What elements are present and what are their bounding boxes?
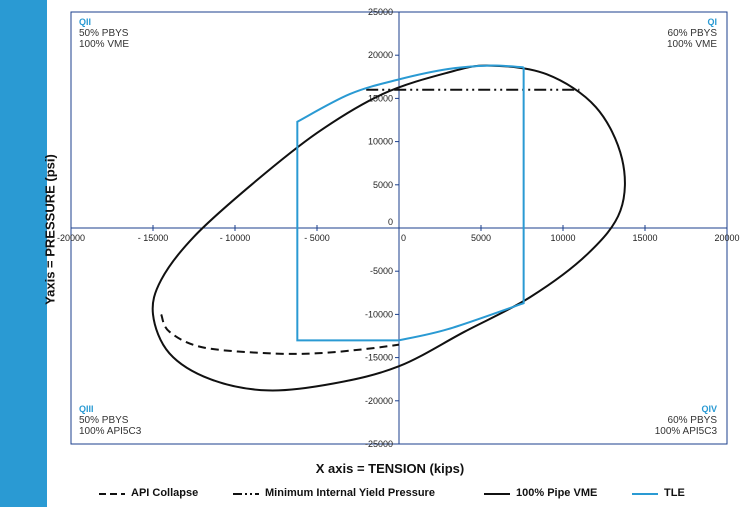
y-tick-label: -25000: [365, 439, 393, 449]
quadrant-1-label: QI 60% PBYS 100% VME: [667, 17, 717, 50]
y-tick-label: -15000: [365, 353, 393, 363]
x-axis-label: X axis = TENSION (kips): [315, 461, 465, 476]
side-accent-bar: [0, 0, 47, 507]
quadrant-3-title: QIII: [79, 404, 94, 414]
y-tick-label: 5000: [373, 180, 393, 190]
quadrant-2-label: QII 50% PBYS 100% VME: [79, 17, 129, 50]
quadrant-3-line2: 100% API5C3: [79, 426, 142, 437]
y-tick-label: -5000: [370, 266, 393, 276]
legend-tle-label: TLE: [664, 487, 685, 499]
x-tick-label: 5000: [471, 233, 491, 243]
series-tle: [296, 64, 525, 342]
legend-pipe-vme: 100% Pipe VME: [484, 485, 597, 501]
x-tick-label: - 5000: [304, 233, 330, 243]
legend-min-internal-yield-label: Minimum Internal Yield Pressure: [265, 487, 435, 499]
legend-dashdot-swatch: [233, 493, 259, 495]
quadrant-3-line1: 50% PBYS: [79, 415, 129, 426]
quadrant-1-title: QI: [707, 17, 717, 27]
quadrant-4-title: QIV: [701, 404, 717, 414]
legend-min-internal-yield: Minimum Internal Yield Pressure: [233, 485, 435, 501]
quadrant-3-label: QIII 50% PBYS 100% API5C3: [79, 404, 141, 437]
x-tick-label: 0: [401, 233, 406, 243]
quadrant-2-line1: 50% PBYS: [79, 28, 129, 39]
legend-api-collapse: API Collapse: [99, 485, 198, 501]
x-tick-label: - 15000: [138, 233, 169, 243]
quadrant-4-line2: 100% API5C3: [654, 426, 717, 437]
y-tick-label: 15000: [368, 93, 393, 103]
y-tick-label: -10000: [365, 309, 393, 319]
y-tick-label: 0: [388, 217, 393, 227]
x-tick-label: 15000: [632, 233, 657, 243]
quadrant-4-line1: 60% PBYS: [667, 415, 717, 426]
quadrant-2-line2: 100% VME: [79, 39, 130, 50]
y-tick-label: 25000: [368, 7, 393, 17]
y-axis-label: Yaxis = PRESSURE (psi): [42, 154, 58, 305]
series-100-pipe-vme: [151, 64, 626, 392]
x-tick-label: -20000: [57, 233, 85, 243]
x-tick-label: 10000: [550, 233, 575, 243]
legend-api-collapse-label: API Collapse: [131, 487, 199, 499]
x-tick-label: - 10000: [220, 233, 251, 243]
legend-tle: TLE: [632, 485, 685, 501]
quadrant-1-line2: 100% VME: [666, 39, 717, 50]
legend-solid-black-swatch: [484, 493, 510, 495]
y-tick-label: 10000: [368, 137, 393, 147]
legend-pipe-vme-label: 100% Pipe VME: [516, 487, 598, 499]
quadrant-1-line1: 60% PBYS: [667, 28, 717, 39]
series-api-collapse: [160, 313, 400, 355]
quadrant-4-label: QIV 60% PBYS 100% API5C3: [655, 404, 717, 437]
legend-dashed-swatch: [99, 493, 125, 495]
y-tick-label: -20000: [365, 396, 393, 406]
quadrant-2-title: QII: [79, 17, 92, 27]
y-tick-label: 20000: [368, 50, 393, 60]
x-tick-label: 20000: [714, 233, 739, 243]
legend-solid-blue-swatch: [632, 493, 658, 495]
